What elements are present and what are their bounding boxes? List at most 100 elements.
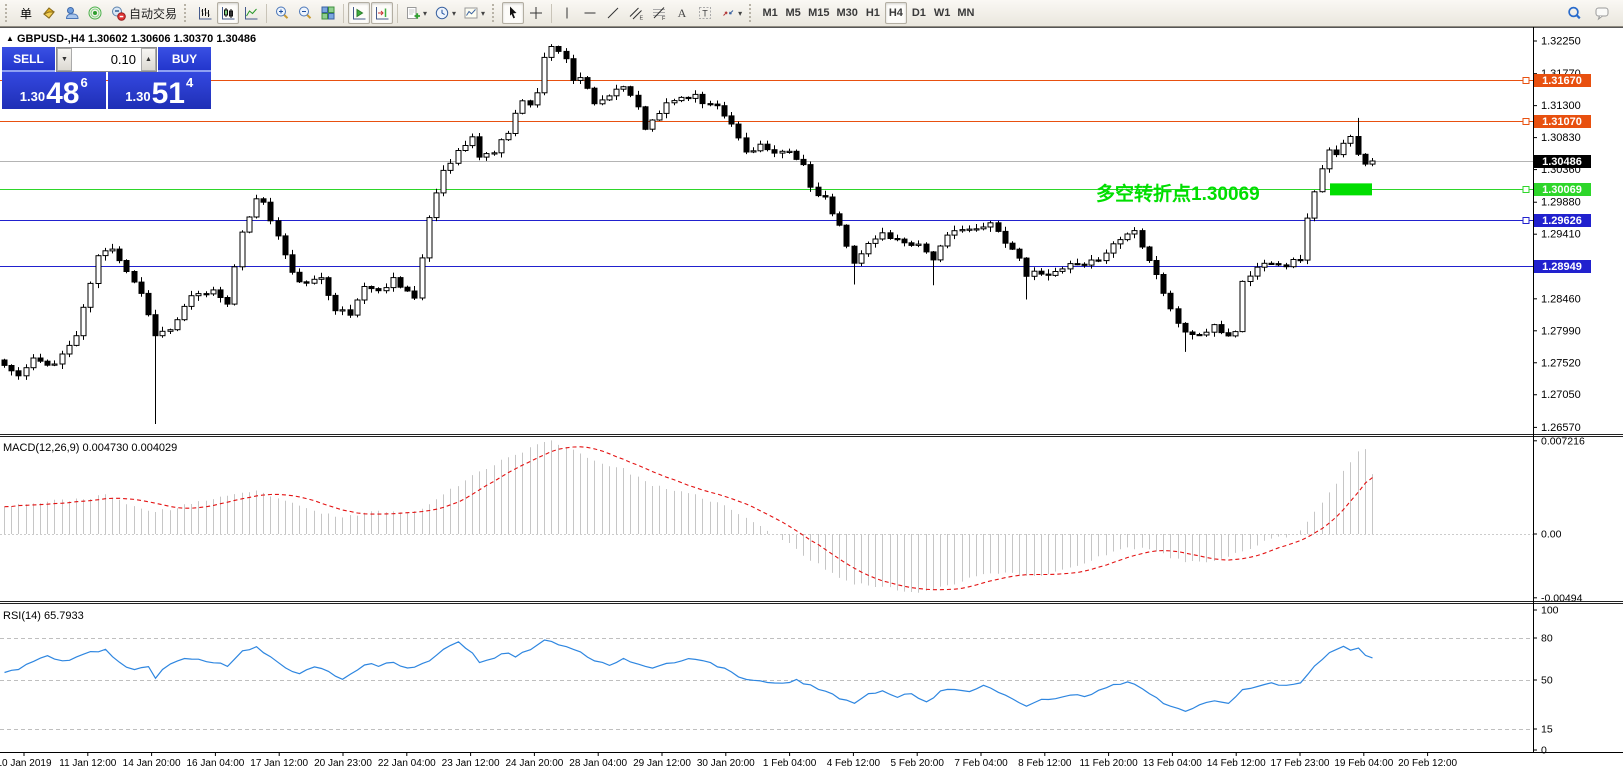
candle-body: [527, 100, 534, 106]
dropdown-arrow-icon[interactable]: ▾: [423, 8, 428, 18]
new-order-button[interactable]: 单: [15, 2, 37, 24]
candle-body: [332, 294, 339, 312]
candle-body: [1038, 270, 1045, 275]
dropdown-arrow-icon[interactable]: ▾: [452, 8, 457, 18]
level-end-marker[interactable]: [1522, 217, 1530, 224]
vertical-line-button[interactable]: [556, 2, 578, 24]
cursor-button[interactable]: [502, 2, 525, 24]
level-end-marker[interactable]: [1522, 186, 1530, 193]
dropdown-arrow-icon[interactable]: ▾: [738, 8, 743, 18]
zoom-in-button[interactable]: [271, 2, 293, 24]
candle-body: [368, 286, 375, 290]
equidistant-channel-button[interactable]: E: [625, 2, 647, 24]
bar-chart-button[interactable]: [194, 2, 216, 24]
timeframe-M5-button[interactable]: M5: [785, 7, 801, 19]
price-tick-label: 1.27990: [1541, 325, 1581, 337]
chart-shift-button[interactable]: [371, 2, 394, 24]
arrows-button[interactable]: ▾: [717, 2, 745, 24]
candle-body: [1153, 260, 1160, 275]
candle-body: [246, 216, 253, 233]
time-tick-label: 17 Feb 23:00: [1271, 758, 1330, 769]
chart-canvas[interactable]: 1.322501.317701.313001.308301.303601.298…: [0, 27, 1623, 772]
price-badge-label: 1.30069: [1542, 184, 1582, 196]
new-order-label: 单: [19, 6, 32, 21]
crosshair-icon: [530, 7, 543, 19]
candle-body: [1225, 332, 1232, 337]
candle-body: [1160, 274, 1167, 294]
dropdown-arrow-icon[interactable]: ▾: [481, 8, 486, 18]
candle-body: [303, 281, 310, 284]
macd-indicator-label: MACD(12,26,9) 0.004730 0.004029: [3, 442, 178, 454]
templates-button[interactable]: ▾: [460, 2, 488, 24]
timeframe-M15-button[interactable]: M15: [808, 7, 830, 19]
periods-button[interactable]: ▾: [431, 2, 459, 24]
line-chart-button[interactable]: [240, 2, 262, 24]
buy-button[interactable]: BUY: [158, 47, 211, 72]
timeframe-D1-button[interactable]: D1: [911, 7, 926, 19]
timeframe-H4-button[interactable]: H4: [884, 2, 907, 24]
candlestick-chart-button[interactable]: [217, 2, 240, 24]
candle-body: [462, 145, 469, 151]
candle-body: [606, 95, 613, 101]
pivot-annotation-text: 多空转折点1.30069: [1096, 184, 1260, 205]
level-end-marker[interactable]: [1522, 118, 1530, 125]
fibonacci-retracement-button[interactable]: F: [648, 2, 670, 24]
candle-body: [1081, 263, 1088, 266]
candle-body: [512, 112, 519, 135]
trendline-button[interactable]: [602, 2, 624, 24]
search-button[interactable]: [1563, 2, 1585, 24]
candle-body: [433, 192, 440, 219]
candle-body: [440, 169, 447, 194]
auto-trading-button[interactable]: 自动交易: [107, 2, 180, 24]
candle-body: [267, 201, 274, 222]
candle-body: [829, 196, 836, 215]
candle-body: [30, 357, 37, 369]
volume-decrease-button[interactable]: ▼: [57, 48, 72, 71]
volume-increase-button[interactable]: ▲: [141, 48, 156, 71]
candle-body: [181, 305, 188, 321]
candle-body: [728, 115, 735, 125]
candle-body: [714, 103, 721, 107]
candle-body: [390, 277, 397, 289]
rsi-axis-label: 80: [1541, 633, 1553, 645]
auto-trading-icon: [112, 6, 126, 21]
timeframe-M30-button[interactable]: M30: [836, 7, 858, 19]
metaeditor-button[interactable]: [38, 2, 60, 24]
mql5-community-button[interactable]: [61, 2, 83, 24]
candle-body: [555, 46, 562, 52]
time-tick-label: 14 Jan 20:00: [123, 758, 181, 769]
indicators-icon: [407, 7, 421, 19]
indicators-button[interactable]: ▾: [402, 2, 430, 24]
candle-body: [318, 277, 325, 280]
text-label-button[interactable]: T: [694, 2, 716, 24]
timeframe-MN-button[interactable]: MN: [957, 7, 975, 19]
text-button[interactable]: A: [671, 2, 693, 24]
main-toolbar: 单 自动交易 ▾ ▾ ▾ E F A T ▾ M1 M5 M15 M30 H1 H4 D1 W1 MN: [0, 0, 1623, 27]
candle-body: [1340, 142, 1347, 156]
bid-price[interactable]: 1.30 48 6: [2, 72, 106, 109]
candle-body: [296, 271, 303, 283]
sell-button[interactable]: SELL: [2, 47, 55, 72]
candle-body: [937, 245, 944, 261]
candle-body: [1009, 242, 1016, 250]
candle-body: [1254, 266, 1261, 277]
collapse-arrow-icon[interactable]: ▲: [6, 34, 14, 43]
tile-windows-button[interactable]: [317, 2, 339, 24]
candle-body: [1175, 308, 1182, 324]
timeframe-M1-button[interactable]: M1: [762, 7, 778, 19]
crosshair-button[interactable]: [525, 2, 547, 24]
ask-price[interactable]: 1.30 51 4: [107, 72, 211, 109]
timeframe-H1-button[interactable]: H1: [865, 7, 880, 19]
horizontal-line-button[interactable]: [579, 2, 601, 24]
signals-button[interactable]: [84, 2, 106, 24]
candle-body: [8, 365, 15, 372]
volume-input[interactable]: 0.10: [110, 52, 136, 67]
chat-button[interactable]: [1591, 2, 1613, 24]
zoom-out-button[interactable]: [294, 2, 316, 24]
ask-pipette: 4: [185, 75, 194, 90]
candle-body: [23, 367, 30, 377]
auto-scroll-button[interactable]: [348, 2, 371, 24]
svg-text:A: A: [678, 6, 687, 20]
timeframe-W1-button[interactable]: W1: [933, 7, 951, 19]
level-end-marker[interactable]: [1522, 77, 1530, 84]
